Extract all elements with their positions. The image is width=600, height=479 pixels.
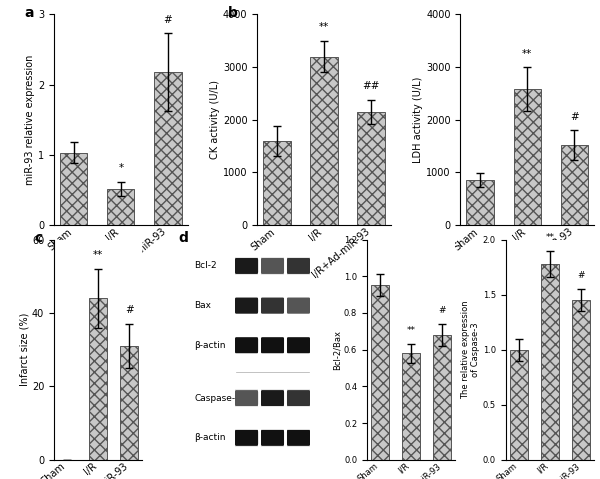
Text: **: ** — [407, 326, 416, 335]
FancyBboxPatch shape — [261, 337, 284, 354]
FancyBboxPatch shape — [235, 337, 258, 353]
FancyBboxPatch shape — [261, 297, 284, 314]
Text: d: d — [178, 231, 188, 245]
FancyBboxPatch shape — [235, 298, 258, 313]
FancyBboxPatch shape — [235, 430, 258, 445]
Y-axis label: CK activity (U/L): CK activity (U/L) — [210, 80, 220, 159]
Bar — [466, 181, 494, 225]
FancyBboxPatch shape — [261, 257, 284, 274]
Text: ##: ## — [362, 81, 380, 91]
Text: Bcl-2: Bcl-2 — [194, 262, 217, 271]
FancyBboxPatch shape — [287, 298, 310, 313]
Bar — [560, 145, 588, 225]
FancyBboxPatch shape — [235, 257, 259, 274]
Bar — [107, 189, 134, 225]
Bar — [310, 57, 338, 225]
Text: a: a — [25, 6, 34, 20]
Bar — [510, 350, 528, 460]
Y-axis label: Infarct size (%): Infarct size (%) — [19, 313, 29, 387]
FancyBboxPatch shape — [261, 298, 284, 313]
Text: β-actin: β-actin — [194, 433, 226, 442]
FancyBboxPatch shape — [261, 390, 284, 406]
Bar — [402, 354, 420, 460]
FancyBboxPatch shape — [235, 390, 258, 406]
FancyBboxPatch shape — [287, 337, 310, 354]
FancyBboxPatch shape — [287, 337, 310, 353]
Text: **: ** — [545, 233, 554, 242]
Text: b: b — [228, 6, 238, 20]
Text: #: # — [570, 112, 578, 122]
FancyBboxPatch shape — [287, 297, 310, 314]
Text: Caspase-3: Caspase-3 — [194, 394, 241, 403]
FancyBboxPatch shape — [287, 257, 310, 274]
FancyBboxPatch shape — [287, 430, 310, 445]
FancyBboxPatch shape — [261, 298, 284, 313]
FancyBboxPatch shape — [261, 337, 284, 353]
Text: #: # — [125, 305, 134, 315]
Text: **: ** — [93, 250, 103, 260]
FancyBboxPatch shape — [287, 337, 310, 353]
FancyBboxPatch shape — [287, 258, 310, 274]
Bar — [433, 335, 451, 460]
FancyBboxPatch shape — [261, 258, 284, 274]
FancyBboxPatch shape — [261, 337, 284, 353]
FancyBboxPatch shape — [287, 429, 310, 446]
Bar — [120, 346, 138, 460]
Bar — [60, 153, 88, 225]
FancyBboxPatch shape — [261, 430, 284, 445]
Text: #: # — [164, 15, 172, 25]
Text: **: ** — [319, 23, 329, 32]
FancyBboxPatch shape — [235, 298, 258, 313]
FancyBboxPatch shape — [287, 430, 310, 445]
FancyBboxPatch shape — [287, 298, 310, 313]
Text: **: ** — [522, 49, 532, 58]
Y-axis label: miR-93 relative expression: miR-93 relative expression — [25, 55, 35, 185]
FancyBboxPatch shape — [235, 258, 258, 274]
Bar — [263, 141, 290, 225]
Bar — [154, 72, 182, 225]
Bar — [572, 300, 590, 460]
Text: #: # — [439, 306, 446, 315]
FancyBboxPatch shape — [235, 337, 259, 354]
FancyBboxPatch shape — [261, 430, 284, 445]
Y-axis label: The relative expression
of Caspase-3: The relative expression of Caspase-3 — [461, 300, 480, 399]
FancyBboxPatch shape — [235, 258, 258, 274]
Bar — [541, 264, 559, 460]
FancyBboxPatch shape — [261, 389, 284, 407]
Bar — [89, 298, 107, 460]
FancyBboxPatch shape — [261, 390, 284, 406]
FancyBboxPatch shape — [235, 337, 258, 353]
FancyBboxPatch shape — [235, 389, 259, 407]
Text: *: * — [118, 163, 124, 173]
FancyBboxPatch shape — [287, 389, 310, 407]
FancyBboxPatch shape — [261, 429, 284, 446]
Text: #: # — [577, 271, 585, 280]
Bar — [358, 112, 385, 225]
Bar — [371, 285, 389, 460]
FancyBboxPatch shape — [235, 430, 258, 445]
FancyBboxPatch shape — [287, 258, 310, 274]
FancyBboxPatch shape — [287, 390, 310, 406]
FancyBboxPatch shape — [287, 390, 310, 406]
Bar — [514, 89, 541, 225]
FancyBboxPatch shape — [235, 390, 258, 406]
Text: β-actin: β-actin — [194, 341, 226, 350]
Text: c: c — [35, 231, 43, 245]
FancyBboxPatch shape — [235, 429, 259, 446]
FancyBboxPatch shape — [235, 297, 259, 314]
FancyBboxPatch shape — [261, 258, 284, 274]
Y-axis label: LDH activity (U/L): LDH activity (U/L) — [413, 77, 423, 163]
Text: Bax: Bax — [194, 301, 211, 310]
Y-axis label: Bcl-2/Bax: Bcl-2/Bax — [332, 330, 341, 370]
